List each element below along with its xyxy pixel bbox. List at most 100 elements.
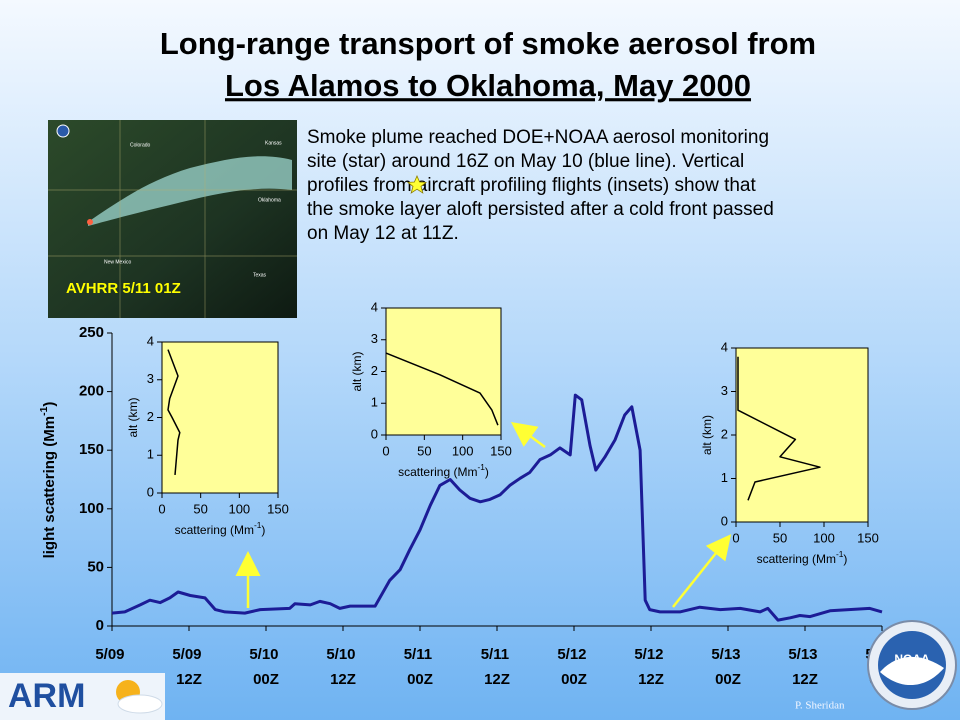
y-tick-label: 3 [721, 383, 728, 398]
description-line: Smoke plume reached DOE+NOAA aerosol mon… [307, 127, 769, 148]
credit: P. Sheridan [795, 700, 845, 712]
description-line: site (star) around 16Z on May 10 (blue l… [307, 151, 744, 172]
image-frame [48, 120, 297, 318]
map-grid [48, 120, 297, 318]
arm-text: ARM [8, 677, 85, 715]
fire-spot [87, 219, 93, 225]
map-label: Oklahoma [258, 197, 281, 203]
smoke-plume [88, 156, 292, 226]
y-tick-label: 2 [147, 409, 154, 424]
x-axis-label: scattering (Mm-1) [175, 520, 266, 537]
y-axis-label-part: -1 [38, 406, 50, 415]
x-tick-label: 5/09 12Z [172, 646, 205, 688]
x-tick-label: 5/12 00Z [557, 646, 590, 688]
x-tick-label: 150 [267, 501, 289, 516]
plot-area [161, 341, 279, 494]
x-tick-label: 5/11 12Z [481, 646, 514, 688]
x-tick-label: 5/10 12Z [326, 646, 359, 688]
noaa-text: NOAA [894, 652, 930, 666]
description-line: the smoke layer aloft persisted after a … [307, 199, 774, 220]
y-tick-label: 4 [371, 299, 378, 314]
x-axis-label-part: ) [843, 552, 847, 566]
y-axis-label: alt (km) [700, 415, 714, 455]
x-tick-label: 100 [228, 501, 250, 516]
x-tick-label: 50 [773, 530, 787, 545]
x-axis-label: scattering (Mm-1) [757, 549, 848, 566]
y-axis-label: light scattering (Mm-1) [38, 402, 58, 559]
y-tick-label: 4 [147, 333, 154, 348]
noaa-gull [880, 656, 944, 686]
y-tick-label: 250 [79, 324, 104, 341]
site-star [406, 174, 428, 194]
x-axis-label-part: scattering (Mm [398, 465, 477, 479]
noaa-logo: NOAA [867, 620, 957, 710]
arrow [510, 422, 546, 449]
arm-logo: ARM [0, 673, 165, 720]
y-tick-label: 150 [79, 441, 104, 458]
x-tick-label: 150 [490, 443, 512, 458]
data-line [385, 352, 499, 426]
x-tick-label: 5/10 00Z [249, 646, 282, 688]
y-axis-label: alt (km) [350, 352, 364, 392]
description-line: profiles from aircraft profiling flights… [307, 175, 756, 196]
x-axis-label-part: -1 [836, 549, 844, 559]
y-tick-label: 0 [147, 484, 154, 499]
data-line [167, 349, 181, 475]
map-label: Texas [253, 272, 267, 278]
y-axis-label-part: ) [41, 402, 58, 407]
x-tick-label: 0 [158, 501, 165, 516]
y-tick-label: 3 [147, 371, 154, 386]
y-tick-label: 100 [79, 500, 104, 517]
y-tick-label: 1 [721, 470, 728, 485]
x-tick-label: 100 [452, 443, 474, 458]
data-line [737, 356, 821, 501]
y-tick-label: 1 [371, 395, 378, 410]
x-axis-label-part: -1 [254, 520, 262, 530]
y-tick-label: 4 [721, 339, 728, 354]
x-tick-label: 50 [193, 501, 207, 516]
x-tick-label: 5/12 12Z [634, 646, 667, 688]
data-line [111, 393, 883, 622]
y-axis-label: alt (km) [126, 398, 140, 438]
map-label: New Mexico [104, 259, 131, 265]
map-label: Kansas [265, 140, 282, 146]
satellite-image: Colorado Kansas Oklahoma New Mexico Texa… [48, 120, 297, 318]
y-axis-label-part: light scattering (Mm [41, 416, 58, 559]
y-tick-label: 200 [79, 383, 104, 400]
cloud [117, 694, 163, 714]
y-tick-label: 0 [721, 513, 728, 528]
y-tick-label: 50 [87, 558, 104, 575]
image-label: AVHRR 5/11 01Z [66, 280, 181, 297]
y-tick-label: 0 [96, 617, 104, 634]
y-tick-label: 1 [147, 447, 154, 462]
plot-area [735, 347, 869, 523]
description-line: on May 12 at 11Z. [307, 223, 459, 244]
x-axis-label-part: -1 [477, 462, 485, 472]
noaa-mini-logo [56, 124, 70, 138]
x-tick-label: 5/13 00Z [711, 646, 744, 688]
y-tick-label: 2 [721, 426, 728, 441]
y-tick-label: 3 [371, 331, 378, 346]
x-axis-label-part: scattering (Mm [175, 523, 254, 537]
title-line: Long-range transport of smoke aerosol fr… [160, 26, 816, 61]
x-tick-label: 5/11 00Z [404, 646, 437, 688]
x-tick-label: 100 [813, 530, 835, 545]
x-axis-label-part: ) [261, 523, 265, 537]
x-tick-label: 5/13 12Z [788, 646, 821, 688]
map-label: Colorado [130, 142, 151, 148]
plot-area [385, 307, 502, 436]
x-tick-label: 50 [417, 443, 431, 458]
y-tick-label: 0 [371, 426, 378, 441]
x-axis-label-part: scattering (Mm [757, 552, 836, 566]
x-tick-label: 0 [732, 530, 739, 545]
y-tick-label: 2 [371, 363, 378, 378]
x-axis-label-part: ) [485, 465, 489, 479]
x-tick-label: 0 [382, 443, 389, 458]
title-line: Los Alamos to Oklahoma, May 2000 [225, 68, 751, 103]
arrows [235, 422, 732, 608]
x-axis-label: scattering (Mm-1) [398, 462, 489, 479]
arrow [672, 534, 732, 608]
x-tick-label: 150 [857, 530, 879, 545]
